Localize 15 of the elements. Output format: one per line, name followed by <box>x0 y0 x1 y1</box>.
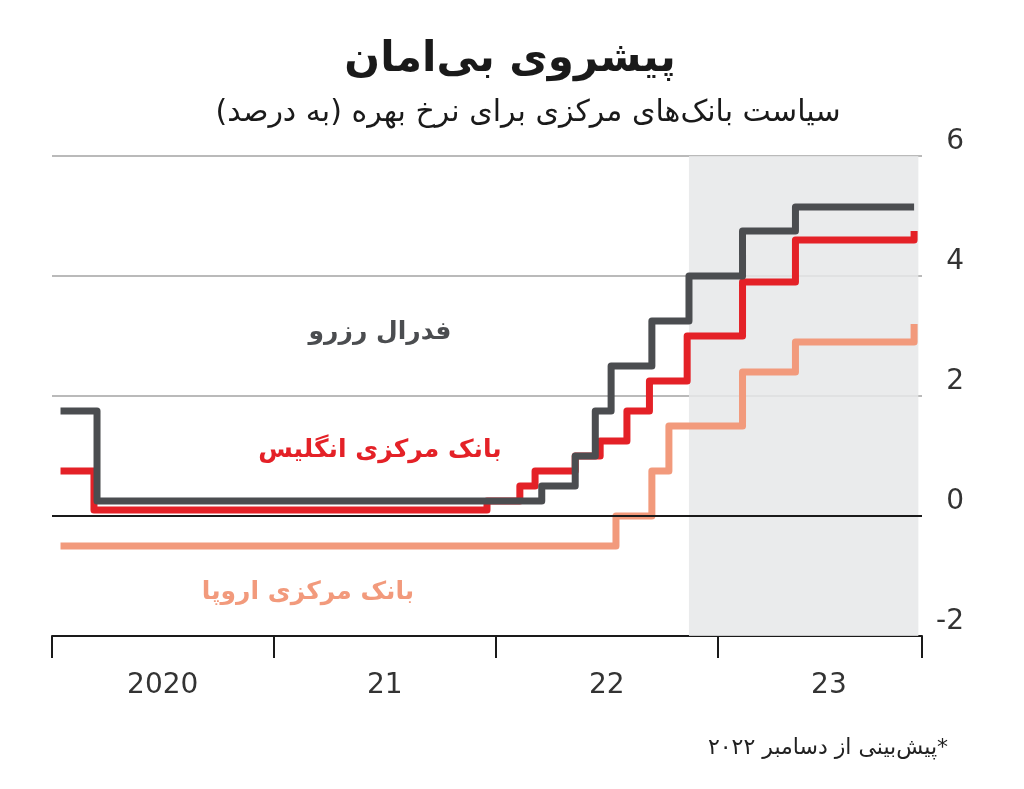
x-tick-label: 21 <box>366 666 403 700</box>
chart-subtitle: سیاست بانک‌های مرکزی برای نرخ بهره (به درصد) <box>215 92 841 129</box>
y-tick-label: 6 <box>946 122 964 156</box>
x-tick-label: 22 <box>589 666 625 700</box>
y-tick-label: 4 <box>946 242 964 276</box>
series-label: بانک مرکزی اروپا <box>201 575 415 606</box>
y-tick-label: -2 <box>936 602 964 636</box>
text: *پیش‌بینی از دسامبر ۲۰۲۲ <box>707 733 949 760</box>
text: فدرال رزرو <box>306 315 452 346</box>
series-label: بانک مرکزی انگلیس <box>258 433 502 464</box>
x-tick-label: 2020 <box>127 666 199 700</box>
y-tick-label: 2 <box>946 362 964 396</box>
y-tick-label: 0 <box>946 482 964 516</box>
x-tick-label: 23 <box>811 666 847 700</box>
chart-title: پیشروی بی‌امان <box>344 31 676 82</box>
